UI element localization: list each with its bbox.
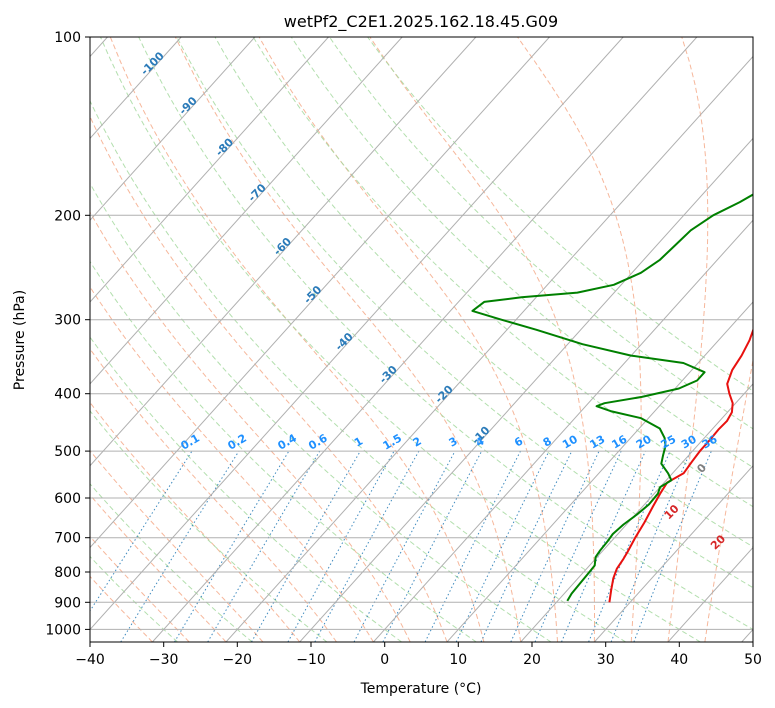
y-tick-label: 400 bbox=[54, 387, 81, 403]
moist-adiabat-line bbox=[90, 535, 190, 642]
mixing-ratio-line bbox=[610, 450, 692, 642]
moist-adiabat-line bbox=[667, 37, 709, 642]
dewpoint-profile-line bbox=[471, 193, 753, 602]
isotherm-gridline bbox=[446, 301, 753, 642]
x-tick-label: 50 bbox=[744, 652, 762, 668]
mixing-ratio-line bbox=[314, 450, 420, 642]
y-tick-label: 500 bbox=[54, 444, 81, 460]
dry-adiabat-line bbox=[90, 260, 477, 642]
y-tick-label: 100 bbox=[54, 30, 81, 46]
isotherm-gridline bbox=[520, 383, 753, 642]
moist-adiabat-line bbox=[90, 348, 337, 642]
isotherm-gridline bbox=[152, 37, 698, 642]
moist-adiabat-line bbox=[90, 115, 448, 642]
x-tick-label: 30 bbox=[597, 652, 615, 668]
x-tick-label: 0 bbox=[380, 652, 389, 668]
y-tick-label: 300 bbox=[54, 313, 81, 329]
dry-adiabat-line bbox=[90, 182, 552, 642]
moist-adiabat-line bbox=[174, 37, 522, 642]
isotherm-gridline bbox=[90, 37, 403, 385]
x-tick-label: −10 bbox=[296, 652, 326, 668]
moist-adiabat-line bbox=[90, 575, 153, 642]
y-tick-label: 800 bbox=[54, 565, 81, 581]
mixing-ratio-line bbox=[207, 450, 321, 642]
moist-adiabat-line bbox=[90, 449, 264, 642]
plot-frame bbox=[89, 36, 754, 643]
isotherm-gridline bbox=[90, 37, 256, 221]
moist-adiabat-line bbox=[90, 494, 227, 642]
isotherm-gridline bbox=[90, 37, 550, 549]
moist-adiabat-line bbox=[704, 357, 753, 642]
y-tick-label: 200 bbox=[54, 208, 81, 224]
dry-adiabat-line bbox=[90, 99, 626, 642]
moist-adiabat-line bbox=[109, 37, 485, 642]
y-tick-label: 1000 bbox=[45, 622, 81, 638]
isotherm-gridline bbox=[299, 137, 753, 642]
mixing-ratio-line bbox=[534, 450, 622, 642]
mixing-ratio-line bbox=[455, 450, 550, 642]
mixing-ratio-line bbox=[480, 450, 573, 642]
mixing-ratio-line bbox=[510, 450, 600, 642]
dry-adiabat-line bbox=[252, 37, 753, 508]
x-tick-label: 20 bbox=[523, 652, 541, 668]
isotherm-gridline bbox=[225, 55, 753, 642]
mixing-ratio-line bbox=[588, 450, 671, 642]
dry-adiabat-line bbox=[367, 37, 753, 392]
y-axis-label: Pressure (hPa) bbox=[12, 290, 28, 390]
moist-adiabat-line bbox=[258, 37, 558, 642]
x-tick-label: −40 bbox=[75, 652, 105, 668]
mixing-ratio-line bbox=[251, 450, 361, 642]
mixing-ratio-line bbox=[120, 450, 240, 642]
mixing-ratio-line bbox=[90, 450, 193, 612]
x-tick-label: −20 bbox=[223, 652, 253, 668]
y-tick-label: 700 bbox=[54, 531, 81, 547]
dry-adiabat-line bbox=[138, 37, 753, 630]
x-tick-label: 40 bbox=[670, 652, 688, 668]
dry-adiabat-line bbox=[176, 37, 753, 589]
moist-adiabat-line bbox=[369, 37, 595, 642]
isotherm-gridline bbox=[90, 37, 477, 467]
y-tick-label: 600 bbox=[54, 491, 81, 507]
moist-adiabat-line bbox=[90, 401, 301, 642]
dry-adiabat-line bbox=[90, 410, 328, 642]
x-tick-label: 10 bbox=[449, 652, 467, 668]
chart-title: wetPf2_C2E1.2025.162.18.45.G09 bbox=[284, 12, 558, 32]
isotherm-gridline bbox=[594, 465, 753, 642]
isotherm-gridline bbox=[90, 37, 329, 303]
dry-adiabat-line bbox=[90, 336, 402, 642]
moist-adiabat-line bbox=[90, 285, 374, 642]
temperature-profile-line bbox=[608, 327, 753, 603]
moist-adiabat-line bbox=[517, 37, 642, 642]
isotherm-gridline bbox=[373, 219, 753, 642]
x-tick-label: −30 bbox=[149, 652, 179, 668]
dry-adiabat-line bbox=[90, 483, 253, 642]
mixing-ratio-line bbox=[287, 450, 395, 642]
dry-adiabat-line bbox=[214, 37, 753, 548]
y-tick-label: 900 bbox=[54, 595, 81, 611]
mixing-ratio-line bbox=[174, 450, 290, 642]
moist-adiabat-line bbox=[90, 211, 411, 642]
isotherm-gridline bbox=[90, 37, 624, 631]
dry-adiabat-line bbox=[100, 37, 701, 642]
x-axis-label: Temperature (°C) bbox=[360, 681, 482, 697]
